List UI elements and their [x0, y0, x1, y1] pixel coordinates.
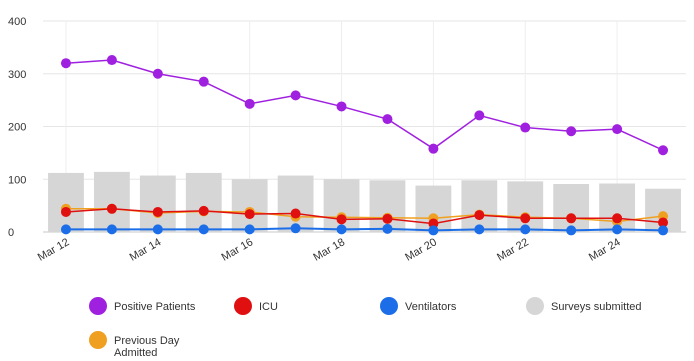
data-point	[612, 124, 623, 135]
legend-label: Positive Patients	[114, 301, 196, 313]
data-point	[382, 223, 393, 234]
x-axis-tick-labels: Mar 12 Mar 14 Mar 16 Mar 18 Mar 20 Mar 22 Mar …	[36, 236, 623, 264]
legend-swatch	[89, 331, 107, 349]
data-point	[474, 110, 485, 121]
y-axis-tick-labels: 0 100 200 300 400	[8, 16, 26, 239]
data-point	[244, 98, 255, 109]
x-tick-label: Mar 14	[128, 236, 164, 264]
data-point	[106, 203, 117, 214]
data-point	[152, 206, 163, 217]
y-tick-label: 200	[8, 122, 26, 134]
y-tick-label: 0	[8, 227, 14, 239]
data-point	[60, 224, 71, 235]
bar	[93, 171, 130, 232]
data-point	[198, 205, 209, 216]
series-line	[65, 227, 664, 232]
data-point	[244, 209, 255, 220]
data-point	[336, 101, 347, 112]
series-lines	[60, 55, 669, 236]
data-point	[336, 214, 347, 225]
data-point	[152, 68, 163, 79]
data-point	[382, 213, 393, 224]
x-tick-label: Mar 24	[587, 236, 623, 264]
bar	[231, 179, 268, 232]
y-tick-label: 400	[8, 16, 26, 28]
y-tick-label: 300	[8, 69, 26, 81]
data-point	[520, 224, 531, 235]
legend-label: ICU	[259, 301, 278, 313]
data-point	[198, 76, 209, 87]
data-point	[612, 224, 623, 235]
data-point	[520, 213, 531, 224]
data-point	[290, 208, 301, 219]
data-point	[336, 224, 347, 235]
series-ventilators	[60, 223, 669, 236]
x-tick-label: Mar 18	[311, 236, 347, 264]
legend-label: Surveys submitted	[551, 301, 641, 313]
legend-item-previous-day-admitted[interactable]: Previous Day Admitted	[89, 331, 180, 359]
bar	[461, 180, 498, 232]
data-point	[106, 224, 117, 235]
data-point	[428, 218, 439, 229]
data-point	[658, 225, 669, 236]
series-icu	[60, 203, 669, 229]
data-point	[290, 90, 301, 101]
data-point	[474, 210, 485, 221]
legend[interactable]: Positive Patients ICU Ventilators Surveys s…	[89, 297, 641, 359]
series-line	[65, 59, 664, 151]
bar	[48, 172, 84, 232]
data-point	[474, 224, 485, 235]
data-point	[566, 126, 577, 137]
data-point	[60, 58, 71, 69]
legend-swatch	[526, 297, 544, 315]
y-tick-label: 100	[8, 174, 26, 186]
bar	[277, 175, 314, 232]
data-point	[152, 224, 163, 235]
data-point	[428, 225, 439, 236]
bar	[139, 175, 176, 232]
legend-swatch	[234, 297, 252, 315]
data-point	[658, 217, 669, 228]
data-point	[60, 206, 71, 217]
grid	[43, 20, 686, 233]
data-point	[106, 55, 117, 66]
x-tick-label: Mar 12	[36, 236, 72, 264]
data-point	[382, 114, 393, 125]
legend-label: Previous Day Admitted	[114, 335, 180, 359]
data-point	[198, 224, 209, 235]
data-point	[290, 223, 301, 234]
x-tick-label: Mar 22	[495, 236, 531, 264]
legend-item-icu[interactable]: ICU	[234, 297, 278, 315]
bar	[185, 172, 222, 232]
x-tick-label: Mar 16	[220, 236, 256, 264]
legend-swatch	[89, 297, 107, 315]
data-point	[520, 122, 531, 133]
data-point	[612, 213, 623, 224]
legend-item-surveys-submitted[interactable]: Surveys submitted	[526, 297, 641, 315]
bar	[553, 183, 590, 232]
data-point	[566, 213, 577, 224]
data-point	[428, 143, 439, 154]
legend-swatch	[380, 297, 398, 315]
series-positive-patients	[60, 55, 669, 156]
bars-surveys-submitted	[48, 171, 681, 232]
bar	[507, 181, 544, 232]
series-line	[65, 208, 664, 225]
legend-item-positive-patients[interactable]: Positive Patients	[89, 297, 196, 315]
legend-item-ventilators[interactable]: Ventilators	[380, 297, 457, 315]
data-point	[658, 145, 669, 156]
data-point	[244, 224, 255, 235]
data-point	[566, 225, 577, 236]
legend-label: Ventilators	[405, 301, 457, 313]
x-tick-label: Mar 20	[403, 236, 439, 264]
